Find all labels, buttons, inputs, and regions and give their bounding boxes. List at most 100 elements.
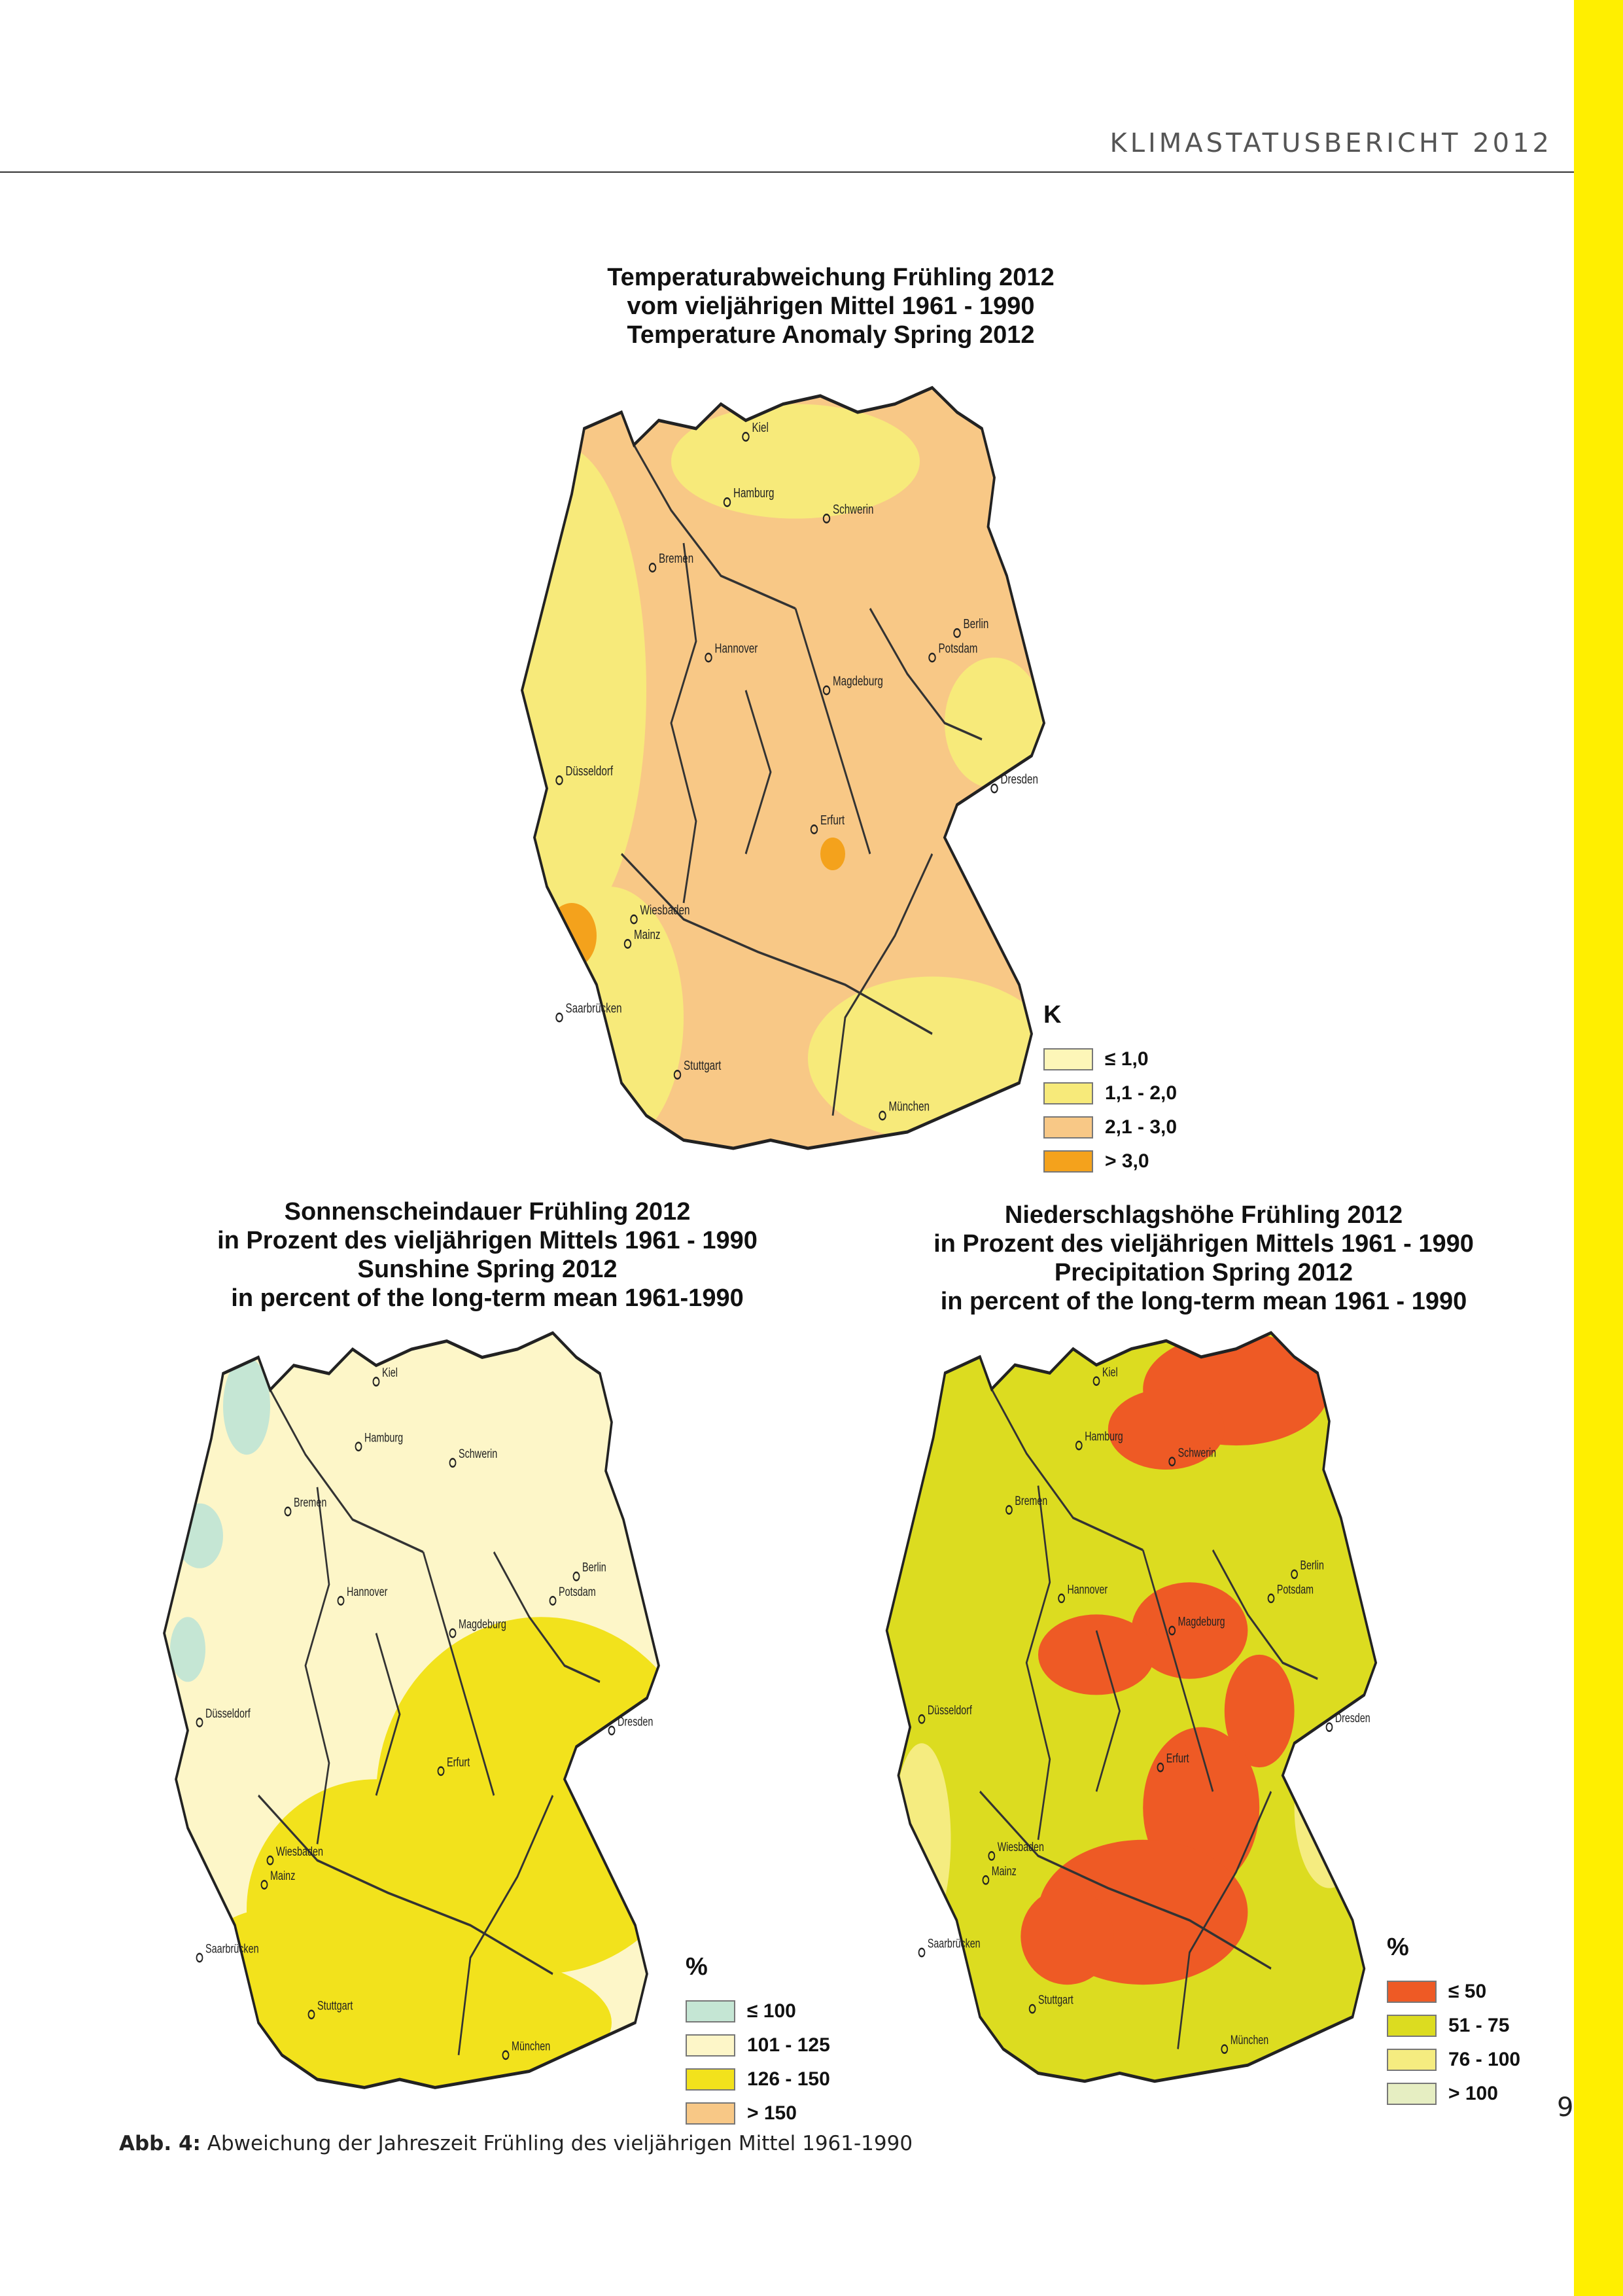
legend-label: 51 - 75 bbox=[1448, 2015, 1510, 2036]
city-label: Schwerin bbox=[459, 1446, 497, 1461]
river-line bbox=[869, 607, 983, 741]
map-region bbox=[188, 1909, 353, 2072]
river-line bbox=[1095, 1630, 1121, 1792]
temperature-map: Kiel Hamburg Schwerin Bremen Berlin Hannover P… bbox=[520, 385, 1046, 1150]
title-line: Niederschlagshöhe Frühling 2012 bbox=[1004, 1201, 1403, 1229]
legend-row: ≤ 50 bbox=[1387, 1975, 1520, 2009]
city-marker bbox=[502, 2050, 510, 2060]
city-label: Dresden bbox=[618, 1714, 653, 1729]
legend-label: 76 - 100 bbox=[1448, 2049, 1521, 2070]
city-label: Kiel bbox=[1102, 1364, 1118, 1379]
temperature-legend: K ≤ 1,0 1,1 - 2,0 2,1 - 3,0 > 3,0 bbox=[1043, 1001, 1177, 1178]
city-label: München bbox=[512, 2038, 550, 2053]
city-label: München bbox=[889, 1099, 930, 1114]
river-line bbox=[422, 1551, 495, 1796]
river-line bbox=[621, 853, 933, 1035]
title-line: in Prozent des vieljährigen Mittels 1961… bbox=[934, 1230, 1474, 1258]
river-line bbox=[1212, 1549, 1318, 1680]
country-border bbox=[885, 1331, 1378, 2083]
map-region bbox=[1294, 1727, 1365, 1888]
sunshine-map-title: Sonnenscheindauer Frühling 2012 in Proze… bbox=[150, 1197, 824, 1313]
legend-swatch bbox=[686, 2102, 735, 2125]
city-marker bbox=[928, 652, 936, 663]
city-label: Bremen bbox=[294, 1494, 326, 1510]
city-label: Kiel bbox=[382, 1365, 398, 1380]
legend-label: ≤ 50 bbox=[1448, 1981, 1487, 2002]
city-label: Magdeburg bbox=[1178, 1614, 1225, 1629]
legend-row: > 3,0 bbox=[1043, 1144, 1177, 1178]
city-marker bbox=[982, 1875, 990, 1885]
page-number: 9 bbox=[1557, 2093, 1574, 2123]
legend-swatch bbox=[686, 2000, 735, 2022]
legend-row: 76 - 100 bbox=[1387, 2043, 1520, 2077]
city-marker bbox=[988, 1851, 996, 1861]
legend-swatch bbox=[686, 2068, 735, 2091]
city-marker bbox=[1005, 1505, 1013, 1515]
city-marker bbox=[918, 1714, 926, 1724]
report-header-title: KLIMASTATUSBERICHT 2012 bbox=[1109, 128, 1552, 158]
title-line: Sunshine Spring 2012 bbox=[357, 1256, 618, 1283]
city-label: Erfurt bbox=[820, 813, 845, 828]
city-marker bbox=[372, 1377, 380, 1387]
sunshine-legend: % ≤ 100 101 - 125 126 - 150 > 150 bbox=[686, 1953, 830, 2130]
legend-label: > 150 bbox=[747, 2102, 797, 2124]
city-marker bbox=[1092, 1376, 1100, 1386]
city-marker bbox=[630, 914, 638, 925]
legend-swatch bbox=[686, 2034, 735, 2057]
city-marker bbox=[673, 1070, 682, 1080]
figure-caption: Abb. 4: Abweichung der Jahreszeit Frühli… bbox=[119, 2132, 913, 2155]
city-label: Stuttgart bbox=[317, 1998, 353, 2013]
precipitation-map-title: Niederschlagshöhe Frühling 2012 in Proze… bbox=[864, 1201, 1544, 1316]
map-region bbox=[170, 1617, 205, 1682]
river-line bbox=[633, 444, 796, 610]
city-label: Potsdam bbox=[559, 1584, 596, 1599]
city-label: Bremen bbox=[659, 551, 693, 566]
city-marker bbox=[810, 824, 818, 834]
title-line: Temperaturabweichung Frühling 2012 bbox=[607, 264, 1055, 291]
city-marker bbox=[723, 497, 731, 507]
city-marker bbox=[555, 775, 563, 785]
city-marker bbox=[284, 1506, 292, 1517]
city-marker bbox=[705, 652, 712, 663]
city-label: Berlin bbox=[582, 1559, 606, 1574]
legend-swatch bbox=[1043, 1116, 1093, 1139]
city-label: Düsseldorf bbox=[928, 1703, 972, 1718]
city-marker bbox=[449, 1458, 457, 1468]
temperature-map-title: Temperaturabweichung Frühling 2012 vom v… bbox=[471, 263, 1191, 349]
legend-label: ≤ 1,0 bbox=[1105, 1048, 1149, 1070]
legend-unit: K bbox=[1043, 1001, 1062, 1029]
city-label: Schwerin bbox=[1178, 1445, 1216, 1460]
legend-label: ≤ 100 bbox=[747, 2000, 796, 2022]
city-label: Saarbrücken bbox=[566, 1000, 622, 1016]
city-label: Mainz bbox=[992, 1863, 1017, 1879]
city-label: Bremen bbox=[1015, 1493, 1047, 1508]
river-line bbox=[258, 1794, 553, 1975]
title-line: Temperature Anomaly Spring 2012 bbox=[627, 321, 1035, 349]
legend-row: 1,1 - 2,0 bbox=[1043, 1076, 1177, 1110]
caption-text: Abweichung der Jahreszeit Frühling des v… bbox=[207, 2132, 913, 2155]
header-divider bbox=[0, 171, 1574, 173]
precipitation-legend: % ≤ 50 51 - 75 76 - 100 > 100 bbox=[1387, 1934, 1520, 2111]
legend-row: 2,1 - 3,0 bbox=[1043, 1110, 1177, 1144]
city-label: Hannover bbox=[715, 641, 758, 656]
map-region bbox=[671, 404, 920, 519]
city-label: Stuttgart bbox=[684, 1058, 721, 1073]
city-label: Potsdam bbox=[939, 641, 978, 656]
legend-row: 101 - 125 bbox=[686, 2028, 830, 2062]
legend-swatch bbox=[1387, 2015, 1437, 2037]
map-region bbox=[1131, 1582, 1248, 1679]
city-label: Hamburg bbox=[1085, 1428, 1123, 1443]
river-line bbox=[831, 853, 934, 1116]
legend-label: 2,1 - 3,0 bbox=[1105, 1116, 1178, 1138]
legend-swatch bbox=[1387, 2083, 1437, 2105]
city-label: Berlin bbox=[1300, 1557, 1324, 1572]
river-line bbox=[269, 1388, 424, 1553]
city-marker bbox=[822, 514, 831, 523]
city-marker bbox=[1291, 1569, 1298, 1580]
city-label: Wiesbaden bbox=[276, 1843, 323, 1858]
city-marker bbox=[437, 1766, 445, 1776]
city-marker bbox=[990, 783, 998, 794]
city-marker bbox=[196, 1717, 203, 1727]
city-marker bbox=[1325, 1722, 1333, 1732]
city-label: Wiesbaden bbox=[640, 902, 690, 917]
